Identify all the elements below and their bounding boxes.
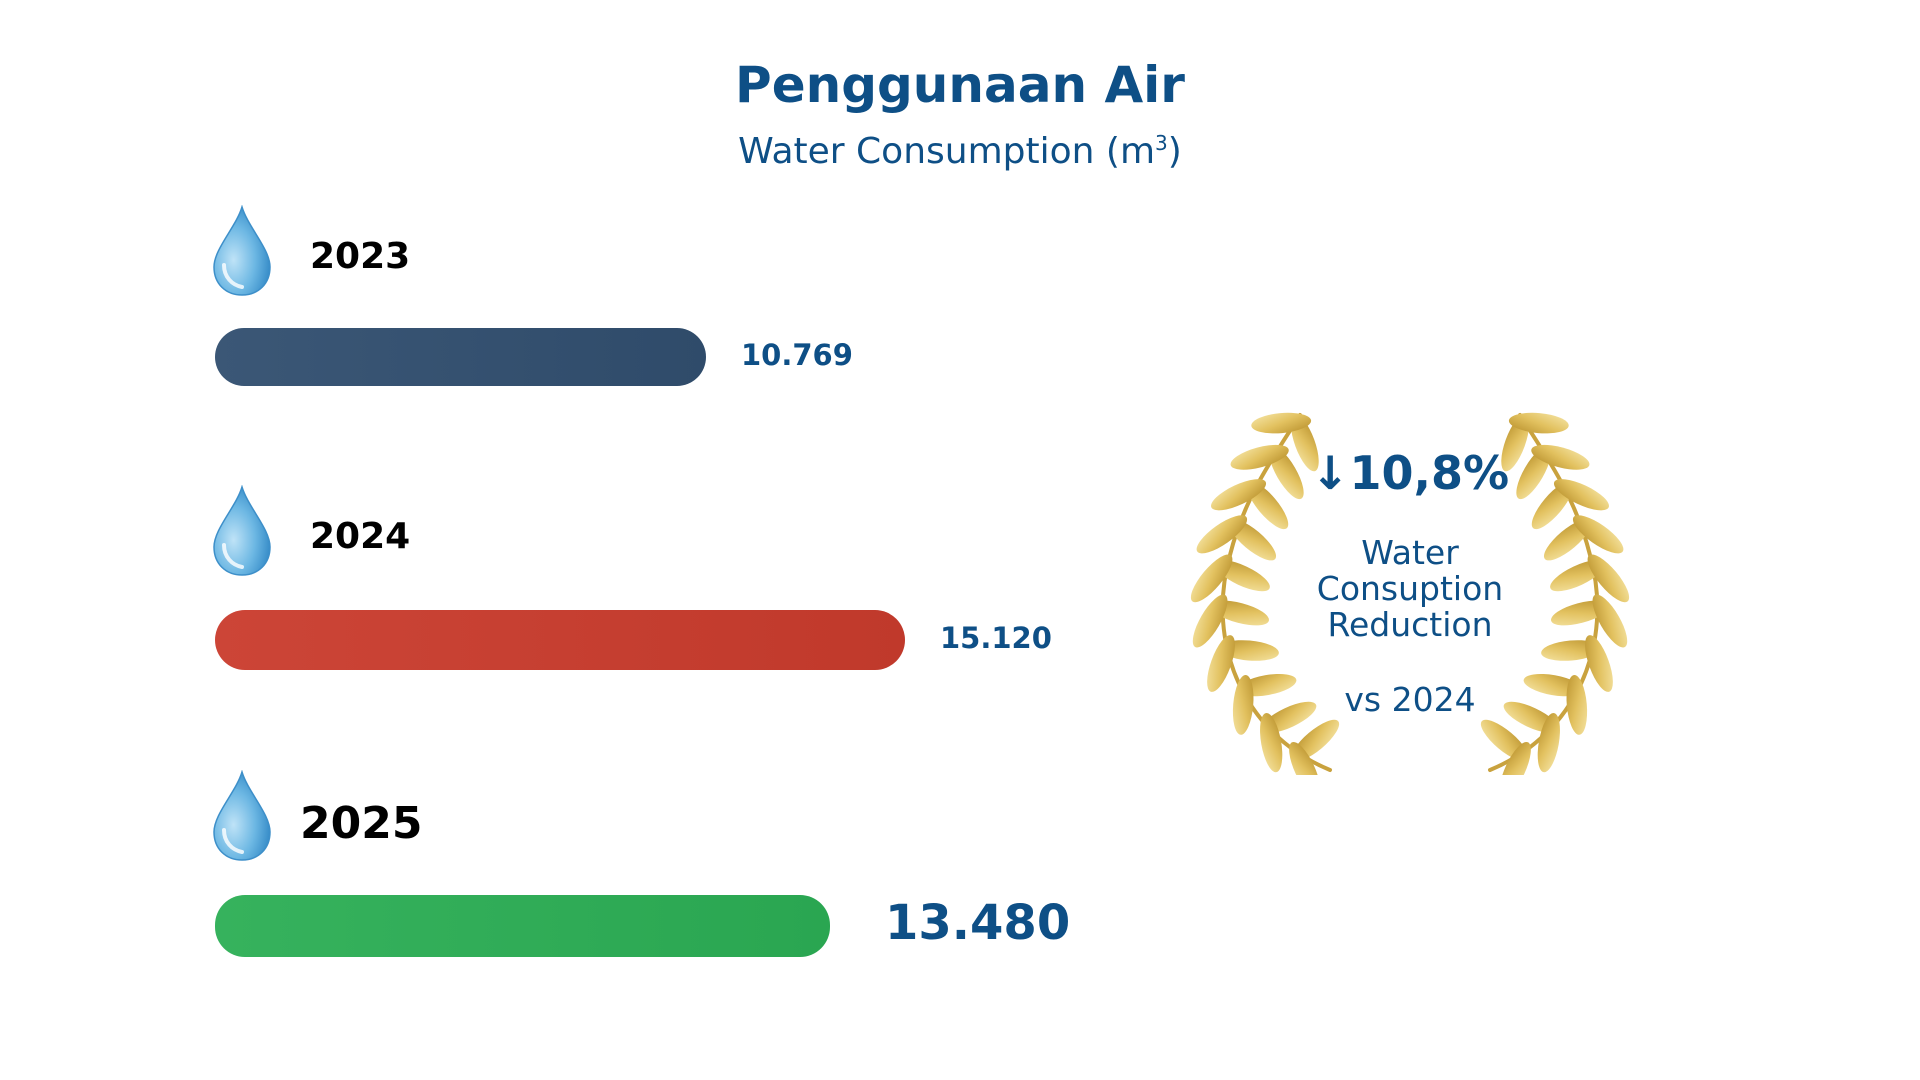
bar-value-label: 10.769 [741, 338, 853, 373]
subtitle-text: Water Consumption (m [738, 131, 1156, 172]
bar-2024 [215, 610, 905, 670]
year-label: 2024 [310, 516, 411, 557]
laurel-branch-left [1190, 412, 1340, 775]
chart-subtitle: Water Consumption (m3) [0, 120, 1920, 175]
comparison-label: vs 2024 [1344, 680, 1476, 719]
water-consumption-chart: 2023 10.769 2024 15.120 2025 13.480 [213, 205, 1070, 957]
water-drop-icon [213, 485, 271, 576]
chart-header: Penggunaan Air Water Consumption (m3) [0, 50, 1920, 175]
chart-title: Penggunaan Air [735, 56, 1185, 114]
caption-line: Water [1361, 533, 1459, 572]
year-row-2023: 2023 10.769 [210, 205, 1110, 405]
water-drop-icon [213, 770, 271, 861]
subtitle-end: ) [1167, 131, 1182, 172]
year-label: 2025 [300, 798, 423, 849]
bar-2025 [215, 895, 830, 957]
year-row-2025: 2025 13.480 [210, 770, 1110, 970]
subtitle-superscript: 3 [1155, 131, 1168, 155]
reduction-badge: ↓10,8% Water Consuption Reduction vs 202… [1185, 395, 1635, 775]
bar-value-label: 15.120 [940, 621, 1052, 656]
caption-line: Reduction [1327, 605, 1493, 644]
caption-line: Consuption [1316, 569, 1504, 608]
year-row-2024: 2024 15.120 [210, 485, 1110, 685]
laurel-branch-right [1480, 412, 1630, 775]
laurel-wreath-icon [1190, 412, 1630, 775]
bar-value-label: 13.480 [885, 894, 1071, 951]
reduction-caption: Water Consuption Reduction [1185, 535, 1635, 643]
water-drop-icon [213, 205, 271, 296]
reduction-percentage: ↓10,8% [1310, 446, 1510, 500]
bar-2023 [215, 328, 706, 386]
year-label: 2023 [310, 236, 411, 277]
badge-text: ↓10,8% Water Consuption Reduction vs 202… [1185, 395, 1635, 775]
